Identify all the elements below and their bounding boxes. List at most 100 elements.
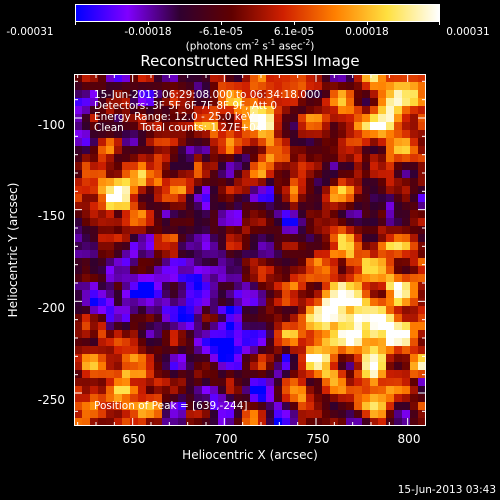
heatmap-cell (250, 210, 259, 219)
heatmap-cell (338, 346, 347, 355)
heatmap-cell (114, 322, 123, 331)
heatmap-cell (394, 258, 403, 267)
heatmap-cell (98, 322, 107, 331)
heatmap-cell (282, 362, 291, 371)
heatmap-cell (194, 154, 203, 163)
heatmap-cell (122, 298, 131, 307)
heatmap-cell (378, 234, 387, 243)
heatmap-cell (354, 370, 363, 379)
heatmap-cell (74, 234, 83, 243)
heatmap-cell (106, 242, 115, 251)
heatmap-cell (82, 146, 91, 155)
heatmap-cell (210, 194, 219, 203)
heatmap-cell (250, 418, 259, 426)
heatmap-cell (130, 370, 139, 379)
heatmap-cell (106, 306, 115, 315)
heatmap-cell (106, 154, 115, 163)
heatmap-cell (362, 314, 371, 323)
heatmap-cell (226, 410, 235, 419)
heatmap-cell (362, 322, 371, 331)
heatmap-cell (98, 402, 107, 411)
heatmap-cell (138, 250, 147, 259)
heatmap-cell (98, 74, 107, 83)
heatmap-cell (250, 234, 259, 243)
heatmap-cell (154, 74, 163, 83)
heatmap-cell (322, 250, 331, 259)
heatmap-cell (410, 170, 419, 179)
heatmap-cell (378, 402, 387, 411)
heatmap-cell (178, 170, 187, 179)
heatmap-cell (90, 362, 99, 371)
heatmap-cell (146, 298, 155, 307)
heatmap-cell (338, 226, 347, 235)
heatmap-cell (242, 178, 251, 187)
heatmap-cell (346, 162, 355, 171)
heatmap-cell (402, 194, 411, 203)
heatmap-cell (114, 370, 123, 379)
heatmap-cell (322, 290, 331, 299)
heatmap-cell (202, 178, 211, 187)
heatmap-cell (290, 346, 299, 355)
heatmap-cell (114, 98, 123, 107)
heatmap-cell (290, 282, 299, 291)
heatmap-cell (210, 346, 219, 355)
heatmap-cell (186, 346, 195, 355)
heatmap-cell (386, 178, 395, 187)
heatmap-cell (362, 210, 371, 219)
heatmap-cell (258, 210, 267, 219)
heatmap-cell (306, 162, 315, 171)
heatmap-cell (146, 242, 155, 251)
heatmap-cell (298, 330, 307, 339)
heatmap-cell (170, 218, 179, 227)
heatmap-cell (90, 258, 99, 267)
heatmap-cell (298, 354, 307, 363)
heatmap-cell (306, 138, 315, 147)
heatmap-cell (178, 90, 187, 99)
heatmap-cell (274, 298, 283, 307)
heatmap-cell (202, 138, 211, 147)
heatmap-cell (90, 186, 99, 195)
heatmap-cell (226, 298, 235, 307)
heatmap-cell (170, 154, 179, 163)
heatmap-cell (418, 106, 426, 115)
heatmap-cell (386, 210, 395, 219)
heatmap-cell (210, 354, 219, 363)
heatmap-cell (402, 378, 411, 387)
heatmap-cell (138, 106, 147, 115)
heatmap-cell (274, 218, 283, 227)
heatmap-cell (418, 298, 426, 307)
heatmap-cell (410, 282, 419, 291)
heatmap-cell (338, 138, 347, 147)
heatmap-cell (338, 146, 347, 155)
heatmap-cell (138, 194, 147, 203)
heatmap-cell (394, 394, 403, 403)
heatmap-cell (394, 106, 403, 115)
heatmap-cell (378, 338, 387, 347)
heatmap-cell (394, 234, 403, 243)
heatmap-cell (234, 378, 243, 387)
heatmap-cell (194, 362, 203, 371)
heatmap-cell (410, 298, 419, 307)
heatmap-cell (170, 354, 179, 363)
heatmap-cell (370, 362, 379, 371)
heatmap-cell (98, 130, 107, 139)
heatmap-cell (90, 106, 99, 115)
heatmap-cell (258, 170, 267, 179)
heatmap-cell (106, 418, 115, 426)
heatmap-cell (226, 98, 235, 107)
heatmap-cell (130, 202, 139, 211)
heatmap-cell (362, 242, 371, 251)
heatmap-cell (122, 418, 131, 426)
heatmap-cell (74, 266, 83, 275)
heatmap-cell (98, 138, 107, 147)
heatmap-cell (98, 194, 107, 203)
heatmap-cell (154, 202, 163, 211)
heatmap-cell (170, 298, 179, 307)
colorbar-tick-mark (294, 22, 295, 25)
heatmap-cell (354, 218, 363, 227)
heatmap-cell (338, 186, 347, 195)
heatmap-cell (306, 266, 315, 275)
heatmap-cell (282, 338, 291, 347)
heatmap-cell (98, 250, 107, 259)
heatmap-cell (402, 346, 411, 355)
